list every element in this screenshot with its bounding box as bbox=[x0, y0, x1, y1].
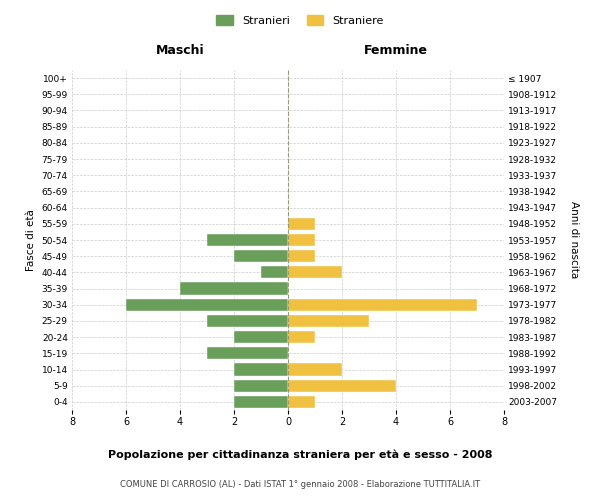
Bar bbox=[288, 298, 477, 311]
Bar bbox=[207, 234, 288, 246]
Bar bbox=[288, 380, 396, 392]
Bar bbox=[180, 282, 288, 294]
Text: Femmine: Femmine bbox=[364, 44, 428, 57]
Bar bbox=[288, 218, 315, 230]
Legend: Stranieri, Straniere: Stranieri, Straniere bbox=[212, 10, 388, 30]
Bar bbox=[207, 348, 288, 360]
Bar bbox=[288, 234, 315, 246]
Text: Maschi: Maschi bbox=[155, 44, 205, 57]
Bar bbox=[288, 396, 315, 408]
Y-axis label: Anni di nascita: Anni di nascita bbox=[569, 202, 578, 278]
Bar bbox=[234, 250, 288, 262]
Bar bbox=[234, 364, 288, 376]
Text: Popolazione per cittadinanza straniera per età e sesso - 2008: Popolazione per cittadinanza straniera p… bbox=[108, 450, 492, 460]
Bar bbox=[126, 298, 288, 311]
Text: COMUNE DI CARROSIO (AL) - Dati ISTAT 1° gennaio 2008 - Elaborazione TUTTITALIA.I: COMUNE DI CARROSIO (AL) - Dati ISTAT 1° … bbox=[120, 480, 480, 489]
Bar bbox=[288, 331, 315, 343]
Bar bbox=[288, 266, 342, 278]
Y-axis label: Fasce di età: Fasce di età bbox=[26, 209, 36, 271]
Bar bbox=[288, 315, 369, 327]
Bar bbox=[207, 315, 288, 327]
Bar bbox=[261, 266, 288, 278]
Bar bbox=[234, 380, 288, 392]
Bar bbox=[288, 250, 315, 262]
Bar bbox=[234, 331, 288, 343]
Bar bbox=[288, 364, 342, 376]
Bar bbox=[234, 396, 288, 408]
